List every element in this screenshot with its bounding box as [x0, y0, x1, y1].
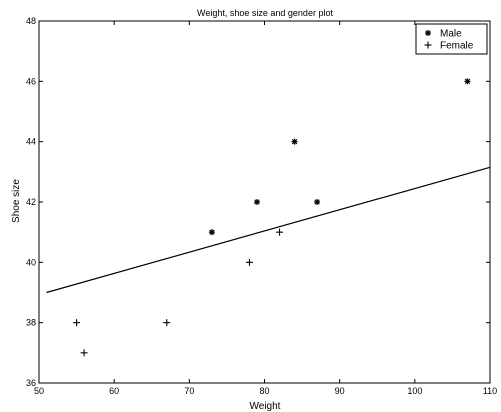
male-point	[291, 138, 298, 145]
y-tick-label: 44	[26, 137, 36, 147]
marker-star-d2	[464, 78, 471, 85]
x-axis-label: Weight	[250, 401, 281, 412]
fit-line	[46, 166, 491, 294]
x-tick-label: 70	[184, 386, 194, 396]
plot-area: 50 60 70 80 90 100 110 36 38 40 42 44 46 48	[26, 16, 497, 396]
female-point	[276, 228, 284, 236]
legend-label-male: Male	[440, 29, 462, 40]
plot-frame	[38, 20, 491, 384]
male-point	[253, 199, 260, 205]
marker-star-d2	[314, 199, 320, 205]
x-tick-label: 90	[335, 386, 345, 396]
female-point	[245, 258, 253, 266]
marker-star-d2	[291, 138, 298, 145]
marker-star-d2	[425, 30, 431, 36]
legend-label-female: Female	[440, 41, 474, 52]
y-tick-label: 38	[26, 318, 36, 328]
male-point	[464, 78, 471, 85]
legend-box	[415, 23, 488, 55]
x-tick-label: 80	[259, 386, 269, 396]
legend-marker-female	[424, 41, 432, 49]
x-tick-label: 100	[407, 386, 422, 396]
chart-title: Weight, shoe size and gender plot	[197, 8, 333, 18]
x-tick-label: 50	[34, 386, 44, 396]
female-point	[163, 319, 171, 327]
male-point	[208, 229, 215, 236]
y-tick-label: 42	[26, 197, 36, 207]
y-tick-label: 48	[26, 16, 36, 26]
legend-marker-male	[425, 30, 431, 36]
y-tick-label: 36	[26, 378, 36, 388]
marker-star-d2	[254, 199, 260, 205]
female-point	[73, 319, 81, 327]
x-tick-label: 110	[483, 386, 497, 396]
female-point	[80, 349, 88, 357]
male-point	[314, 199, 321, 205]
y-tick-label: 40	[26, 257, 36, 267]
x-tick-label: 60	[109, 386, 119, 396]
y-tick-label: 46	[26, 76, 36, 86]
marker-star-d2	[209, 229, 215, 235]
y-axis-label: Shoe size	[11, 179, 22, 223]
